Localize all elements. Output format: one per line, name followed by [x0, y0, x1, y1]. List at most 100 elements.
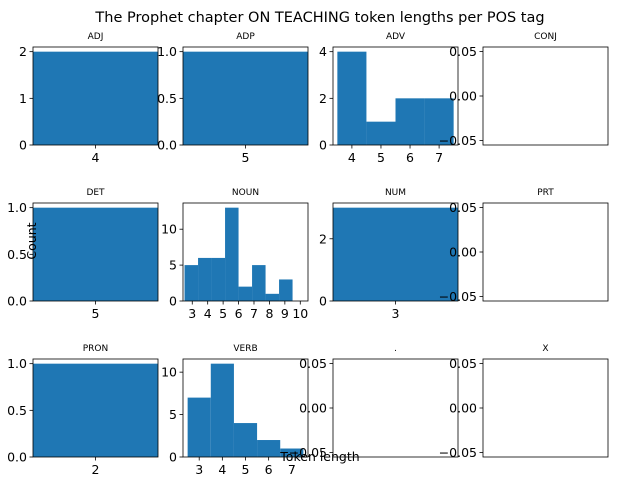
x-tick-label: 2 [92, 462, 100, 477]
y-tick-label: 0 [319, 138, 327, 153]
x-tick-label: 3 [195, 462, 203, 477]
y-tick-label: 0.05 [449, 200, 477, 215]
subplot-title: X [542, 344, 548, 354]
y-tick-label: 0.00 [449, 89, 477, 104]
subplot-punct: . −0.05 0.00 0.05 [289, 344, 459, 460]
subplot-title: CONJ [534, 32, 557, 42]
bar [395, 98, 425, 145]
y-tick-label: 1.0 [157, 44, 177, 59]
subplot-adp: ADP 5 0.0 0.5 1.0 [157, 32, 309, 165]
y-tick-label: 0.5 [7, 247, 27, 262]
y-tick-label: 0.0 [7, 294, 27, 309]
y-tick-label: 0 [169, 450, 177, 465]
bar [33, 207, 158, 301]
bar [366, 121, 396, 145]
x-tick-label: 5 [377, 150, 385, 165]
subplot-adj: ADJ 4 0 1 2 [19, 32, 159, 165]
x-tick-label: 6 [265, 462, 273, 477]
y-tick-label: 2 [319, 231, 327, 246]
y-tick-label: −0.05 [289, 445, 327, 460]
subplot-title: PRT [537, 188, 554, 198]
y-tick-label: 10 [161, 365, 177, 380]
figure-title: The Prophet chapter ON TEACHING token le… [94, 10, 544, 26]
bar [265, 293, 280, 301]
subplot-conj: CONJ −0.05 0.00 0.05 [439, 32, 609, 148]
bar [184, 265, 199, 301]
y-tick-label: 0 [319, 294, 327, 309]
axes-frame [482, 202, 609, 302]
subplot-title: . [394, 344, 397, 354]
bar [198, 257, 212, 301]
y-tick-label: −0.05 [439, 445, 477, 460]
y-tick-label: 0.5 [7, 403, 27, 418]
x-tick-label: 5 [92, 306, 100, 321]
subplot-pron: PRON 2 0.0 0.5 1.0 [7, 344, 159, 477]
subplot-title: ADJ [88, 32, 104, 42]
y-tick-label: 5 [169, 258, 177, 273]
x-tick-label: 5 [242, 462, 250, 477]
y-tick-label: −0.05 [439, 133, 477, 148]
bar [337, 51, 367, 145]
x-tick-label: 3 [392, 306, 400, 321]
y-tick-label: 0.0 [7, 450, 27, 465]
x-tick-label: 8 [265, 306, 273, 321]
x-tick-label: 4 [348, 150, 356, 165]
x-tick-label: 3 [188, 306, 196, 321]
axes-frame [482, 46, 609, 146]
bar [257, 440, 281, 457]
y-axis-label: Count [24, 222, 39, 259]
y-tick-label: 0.5 [157, 91, 177, 106]
subplot-adv: ADV 4 5 6 7 0 2 4 [319, 32, 459, 165]
y-tick-label: 4 [319, 44, 327, 59]
subplot-title: NUM [385, 188, 406, 198]
y-tick-label: 0.05 [449, 356, 477, 371]
y-tick-label: 0.00 [449, 401, 477, 416]
bar [333, 207, 458, 301]
x-tick-label: 4 [204, 306, 212, 321]
subplot-x: X −0.05 0.00 0.05 [439, 344, 609, 460]
y-tick-label: 1.0 [7, 356, 27, 371]
x-tick-label: 5 [219, 306, 227, 321]
bar [33, 363, 158, 457]
y-tick-label: 0.0 [157, 138, 177, 153]
subplot-title: VERB [233, 344, 257, 354]
y-tick-label: 2 [19, 44, 27, 59]
bar [252, 265, 266, 301]
subplot-num: NUM 3 0 2 [319, 188, 459, 321]
bar [233, 423, 258, 457]
x-tick-label: 4 [92, 150, 100, 165]
y-tick-label: 0 [169, 294, 177, 309]
y-tick-label: 5 [169, 407, 177, 422]
y-tick-label: 1 [19, 91, 27, 106]
y-tick-label: 0.05 [449, 44, 477, 59]
axes-frame [182, 202, 309, 302]
bar [211, 257, 226, 301]
x-tick-label: 7 [435, 150, 443, 165]
y-tick-label: 0.05 [299, 356, 327, 371]
y-tick-label: 10 [161, 222, 177, 237]
x-tick-label: 6 [406, 150, 414, 165]
bar [225, 207, 239, 301]
bar [210, 363, 234, 457]
bar [183, 51, 308, 145]
x-tick-label: 5 [242, 150, 250, 165]
bar [33, 51, 158, 145]
axes-frame [332, 46, 459, 146]
y-tick-label: 0.00 [449, 245, 477, 260]
subplot-prt: PRT −0.05 0.00 0.05 [439, 188, 609, 304]
y-tick-label: 2 [319, 91, 327, 106]
y-tick-label: −0.05 [439, 289, 477, 304]
x-tick-label: 6 [235, 306, 243, 321]
subplot-title: DET [86, 188, 105, 198]
axes-frame [482, 358, 609, 458]
subplot-title: ADP [236, 32, 255, 42]
x-tick-label: 4 [218, 462, 226, 477]
bar [280, 448, 304, 457]
y-tick-label: 0 [19, 138, 27, 153]
x-axis-label: Token length [279, 449, 359, 464]
y-tick-label: 1.0 [7, 200, 27, 215]
